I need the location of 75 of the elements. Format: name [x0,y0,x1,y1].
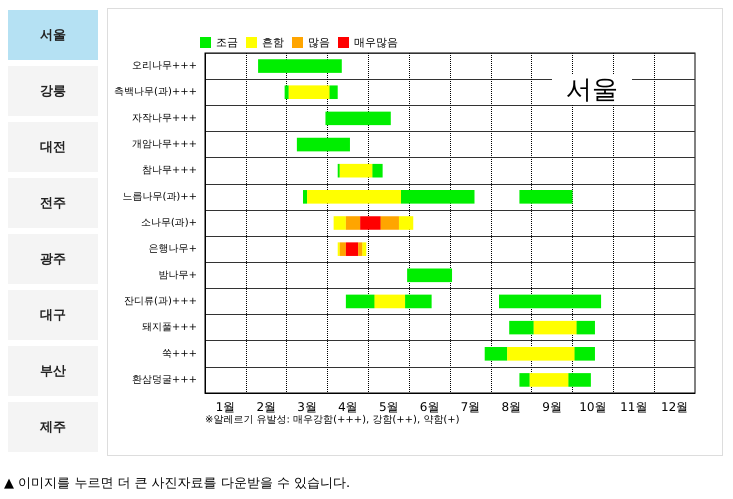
legend-label: 흔함 [262,36,284,49]
y-tick-label: 소나무(과)+ [140,218,197,228]
bar [284,85,289,100]
text: 제주 [8,402,98,452]
bar [288,85,330,100]
x-tick-label: 8월 [501,400,522,414]
text: 대구 [8,290,98,340]
bar [519,373,530,387]
text: 서울 [566,75,618,105]
y-tick-label: 밤나무+ [158,270,197,281]
bar [325,112,391,126]
bar [507,346,575,361]
bar [340,164,372,178]
bar [499,294,602,308]
y-tick-label: 은행나무+ [148,244,197,255]
bar [509,320,534,334]
bar [346,294,374,308]
bar [340,242,346,256]
y-tick-label: 오리나무+++ [132,60,197,72]
bar [484,346,508,361]
bar [568,373,591,387]
x-tick-label: 9월 [542,400,562,414]
bar [330,85,338,100]
bar [362,242,366,256]
y-tick-label: 돼지풀+++ [142,322,197,334]
y-tick-label: 측백나무(과)+++ [114,86,197,98]
bar [401,190,474,204]
text: 광주 [8,234,98,284]
text: 강릉 [8,66,98,116]
bar [530,373,568,387]
bar [576,320,595,334]
text: ※알레르기 유발성: 매우강함(+++), 강함(++), 약함(+) [205,414,460,426]
x-tick-label: 1월 [216,400,236,414]
text: 서울 [8,10,98,60]
bar [296,138,350,152]
bar [380,216,399,230]
bar [407,268,452,282]
y-tick-label: 개암나무+++ [132,139,197,150]
bar [398,216,414,230]
x-tick-label: 10월 [579,400,607,414]
y-tick-label: 잔디류(과)+++ [124,296,197,307]
bar [358,242,362,256]
legend-label: 많음 [308,36,330,49]
legend-label: 조금 [216,36,238,49]
y-tick-label: 참나무+++ [142,165,197,176]
bar [372,164,383,178]
legend-label: 매우많음 [354,36,398,49]
bar [346,242,358,256]
text: ▲ 이미지를 누르면 더 큰 사진자료를 다운받을 수 있습니다. [4,475,350,492]
bar [360,216,381,230]
y-tick-label: 쑥+++ [162,348,197,360]
y-tick-label: 환삼덩굴+++ [132,374,197,386]
y-tick-label: 자작나무+++ [132,112,197,124]
bar [346,216,360,230]
bar [303,190,308,204]
text: 대전 [8,122,98,172]
x-tick-label: 3월 [297,400,317,414]
x-tick-label: 4월 [338,400,358,414]
x-tick-label: 11월 [620,400,648,414]
bar [574,346,595,361]
x-tick-label: 5월 [378,400,399,414]
text: 부산 [8,346,98,396]
x-tick-label: 6월 [420,400,440,414]
bar [307,190,401,204]
text: 전주 [8,178,98,228]
bar [334,216,346,230]
y-tick-label: 느릅나무(과)++ [122,191,197,202]
x-tick-label: 2월 [256,400,276,414]
x-tick-label: 7월 [460,400,480,414]
bar [519,190,572,204]
bar [405,294,432,308]
x-tick-label: 12월 [660,400,688,414]
bar [258,59,342,73]
bar [534,320,577,334]
bar [374,294,406,308]
